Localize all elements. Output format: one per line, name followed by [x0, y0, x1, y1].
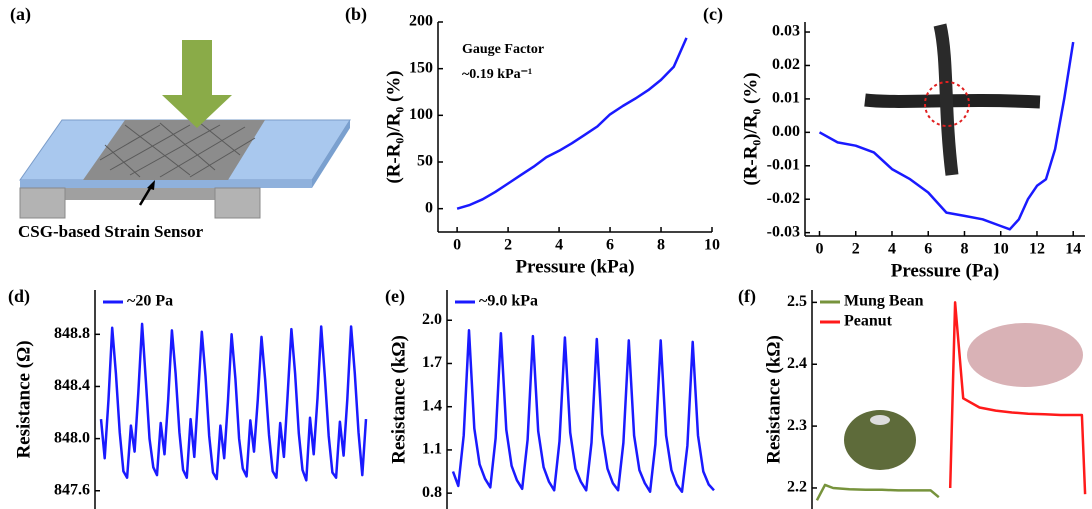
y-tick-label: 2.2	[787, 479, 807, 496]
legend-label: Peanut	[844, 313, 893, 330]
y-tick-label: 848.0	[54, 429, 90, 446]
y-tick-label: 0.8	[422, 484, 442, 501]
film-pattern	[99, 122, 256, 178]
x-tick-label: 0	[815, 241, 823, 258]
y-tick-label: 0	[425, 199, 433, 216]
data-line	[451, 329, 715, 493]
x-tick-label: 10	[993, 241, 1009, 258]
substrate-side	[312, 120, 350, 188]
y-tick-label: 1.4	[422, 397, 442, 414]
x-tick-label: 2	[504, 237, 512, 254]
x-axis-label: Pressure (kPa)	[515, 256, 634, 277]
x-tick-label: 8	[960, 241, 968, 258]
y-tick-label: 150	[409, 59, 433, 76]
y-tick-label: 2.5	[787, 293, 807, 310]
legend-label: Mung Bean	[844, 293, 924, 310]
data-line	[818, 41, 1075, 231]
y-tick-label: 847.6	[54, 481, 90, 498]
y-axis-label: (R-R₀)/R₀ (%)	[740, 72, 761, 185]
y-tick-label: 0.03	[772, 23, 800, 40]
y-tick-label: 2.4	[787, 355, 807, 372]
y-tick-label: 1.1	[422, 441, 442, 458]
substrate-edge	[20, 180, 312, 188]
fiber-cross-image	[864, 23, 1041, 176]
y-tick-label: -0.03	[767, 223, 800, 240]
y-tick-label: -0.01	[767, 156, 800, 173]
panel-label: (f)	[738, 286, 756, 307]
x-axis-label: Pressure (Pa)	[891, 260, 1000, 281]
y-axis-label: Resistance (kΩ)	[763, 335, 784, 464]
y-axis-label: Resistance (Ω)	[13, 340, 34, 458]
y-tick-label: 2.0	[422, 311, 442, 328]
x-tick-label: 2	[852, 241, 860, 258]
y-tick-label: 848.4	[54, 377, 90, 394]
data-line	[456, 37, 688, 210]
diagram-label: CSG-based Strain Sensor	[18, 222, 204, 241]
panel-label: (d)	[8, 286, 30, 307]
legend-label: ~20 Pa	[127, 293, 173, 310]
y-tick-label: 2.3	[787, 417, 807, 434]
y-tick-label: -0.02	[767, 190, 800, 207]
data-line	[948, 301, 1087, 495]
annotation: Gauge Factor	[462, 42, 544, 57]
x-tick-label: 6	[606, 237, 614, 254]
support-right	[214, 187, 261, 219]
y-tick-label: 0.02	[772, 56, 800, 73]
panel-label: (b)	[345, 4, 367, 25]
annotation: ~0.19 kPa⁻¹	[462, 67, 532, 82]
y-tick-label: 50	[417, 153, 433, 170]
x-tick-label: 14	[1065, 241, 1081, 258]
x-tick-label: 4	[888, 241, 896, 258]
x-tick-label: 0	[453, 237, 461, 254]
diagram-a: (a) CSG-based Strain Sensor	[10, 4, 351, 241]
panel-label: (e)	[385, 286, 405, 307]
x-tick-label: 4	[555, 237, 563, 254]
panel-label: (a)	[10, 4, 31, 25]
data-line	[99, 322, 368, 482]
y-tick-label: 1.7	[422, 354, 442, 371]
x-tick-label: 12	[1029, 241, 1045, 258]
panel-label: (c)	[703, 4, 723, 25]
y-tick-label: 0.01	[772, 90, 800, 107]
legend-label: ~9.0 kPa	[479, 293, 538, 310]
force-arrow	[162, 40, 232, 128]
y-tick-label: 100	[409, 106, 433, 123]
y-tick-label: 0.00	[772, 123, 800, 140]
pointer-head	[147, 180, 155, 190]
y-axis-label: Resistance (kΩ)	[388, 335, 409, 464]
support-left	[19, 187, 66, 219]
y-axis-label: (R-R₀)/R₀ (%)	[383, 70, 404, 183]
sample-images	[844, 323, 1083, 470]
x-tick-label: 10	[704, 237, 720, 254]
x-tick-label: 6	[924, 241, 932, 258]
y-tick-label: 200	[409, 13, 433, 30]
x-tick-label: 8	[657, 237, 665, 254]
data-line	[815, 483, 940, 501]
y-tick-label: 848.8	[54, 325, 90, 342]
